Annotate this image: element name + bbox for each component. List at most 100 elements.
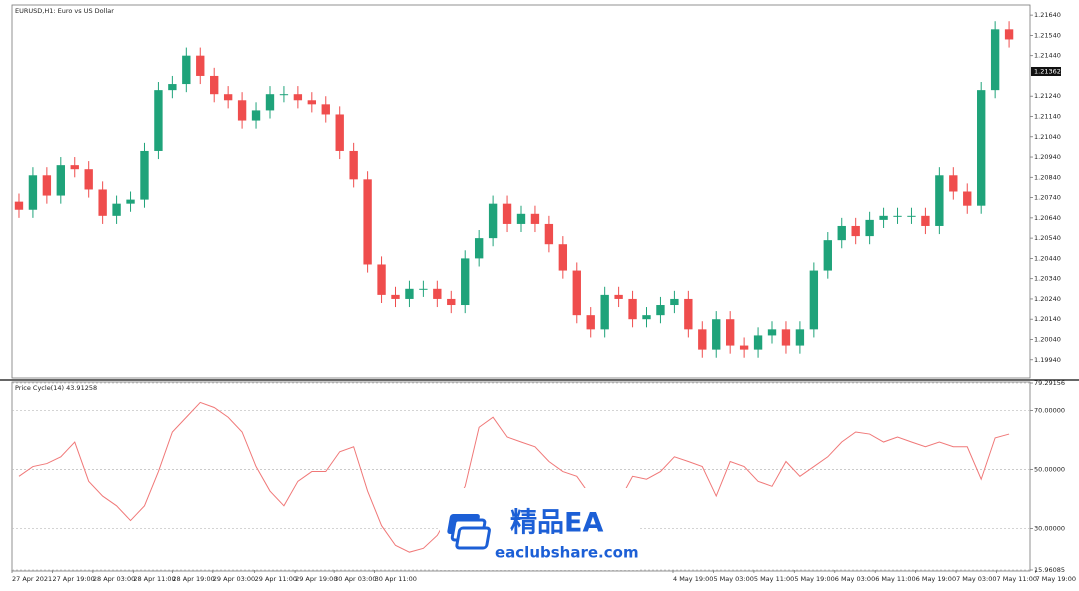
price-panel [11,4,1031,379]
candle-body [656,305,665,316]
y-tick-label: 1.20840 [1034,173,1061,181]
candle-body [377,264,386,295]
candle-body [237,100,247,121]
candle-body [405,288,414,299]
candle-body [837,225,846,241]
candle-body [265,94,275,111]
x-tick-label: 29 Apr 03:00 [213,575,255,583]
candle-body [293,94,303,101]
x-tick-label: 7 May 03:00 [956,575,996,583]
candle-body [990,29,1000,91]
y-tick-label: 1.21040 [1034,133,1061,141]
candle-body [558,244,568,271]
x-tick-label: 7 May 11:00 [997,575,1037,583]
x-tick-label: 28 Apr 11:00 [133,575,175,583]
candle-body [753,335,763,350]
candle-body [461,258,470,306]
candle-body [1004,29,1014,40]
y-tick-label: 1.20240 [1034,295,1061,303]
candle-body [168,84,177,91]
candle-body [907,215,916,217]
candle-body [349,150,358,180]
watermark-icon [447,514,491,550]
y-tick-label: 1.19940 [1034,356,1061,364]
candle-body [572,270,581,316]
candle-body [391,294,400,299]
candle-body [949,175,958,192]
candle-body [210,75,219,95]
candle-body [823,240,832,271]
candle-body [935,175,944,226]
candle-body [433,288,442,299]
y-tick-label: 1.21140 [1034,112,1061,120]
candle-body [712,319,721,350]
candle-body [781,329,791,346]
candle-body [307,100,317,105]
candle-body [642,315,651,320]
x-tick-label: 28 Apr 19:00 [172,575,214,583]
y-tick-label: 1.21440 [1034,52,1061,60]
candle-body [363,179,372,265]
x-tick-label: 5 May 03:00 [713,575,753,583]
candle-body [684,298,693,330]
candle-body [851,225,860,237]
y-tick-label: 1.21540 [1034,31,1061,39]
x-tick-label: 4 May 19:00 [673,575,713,583]
candle-body [544,223,554,245]
x-tick-label: 30 Apr 11:00 [375,575,417,583]
x-tick-label: 30 Apr 03:00 [334,575,376,583]
x-tick-label: 6 May 19:00 [916,575,956,583]
x-tick-label: 27 Apr 2021 [12,575,52,583]
y-tick-label: 1.20440 [1034,254,1061,262]
candle-body [809,270,819,330]
candle-body [586,315,595,330]
candle-body [279,94,289,96]
candle-body [767,329,777,336]
candle-body [739,345,749,350]
y-tick-label: 1.20040 [1034,335,1061,343]
candle-body [84,169,93,190]
y-tick-label: 79.29156 [1034,379,1065,387]
candle-body [893,215,902,217]
candle-body [628,298,637,320]
candle-body [698,329,707,350]
candle-body [977,90,986,206]
indicator-panel [11,381,1031,572]
chart-title: EURUSD,H1: Euro vs US Dollar [15,7,114,15]
candle-body [98,189,107,216]
x-tick-label: 29 Apr 11:00 [255,575,297,583]
y-tick-label: 30.00000 [1034,525,1065,533]
y-tick-label: 1.20340 [1034,275,1061,283]
candle-body [516,213,526,224]
candle-body [335,114,344,151]
candle-body [251,110,261,121]
candle-body [865,219,874,237]
candle-body [879,215,888,220]
y-tick-label: 1.21640 [1034,11,1061,19]
candle-body [28,175,38,210]
candle-body [140,150,149,200]
last-price-box [1031,66,1061,76]
watermark: 精品EA eaclubshare.com [440,488,640,570]
y-tick-label: 1.21240 [1034,92,1061,100]
candle-body [614,294,623,299]
candle-body [474,238,484,259]
x-tick-label: 7 May 19:00 [1036,575,1076,583]
candle-body [56,165,65,196]
candle-body [530,213,540,224]
x-tick-label: 27 Apr 19:00 [52,575,94,583]
candle-body [42,175,52,196]
candle-body [70,165,79,170]
x-tick-label: 6 May 03:00 [835,575,875,583]
y-tick-label: 70.00000 [1034,406,1065,414]
last-price-label: 1.21362 [1034,67,1061,75]
candle-body [447,298,456,306]
x-tick-label: 6 May 11:00 [875,575,915,583]
candle-body [419,288,428,290]
candle-body [14,201,24,210]
candle-body [321,104,330,115]
y-tick-label: 1.20540 [1034,234,1061,242]
